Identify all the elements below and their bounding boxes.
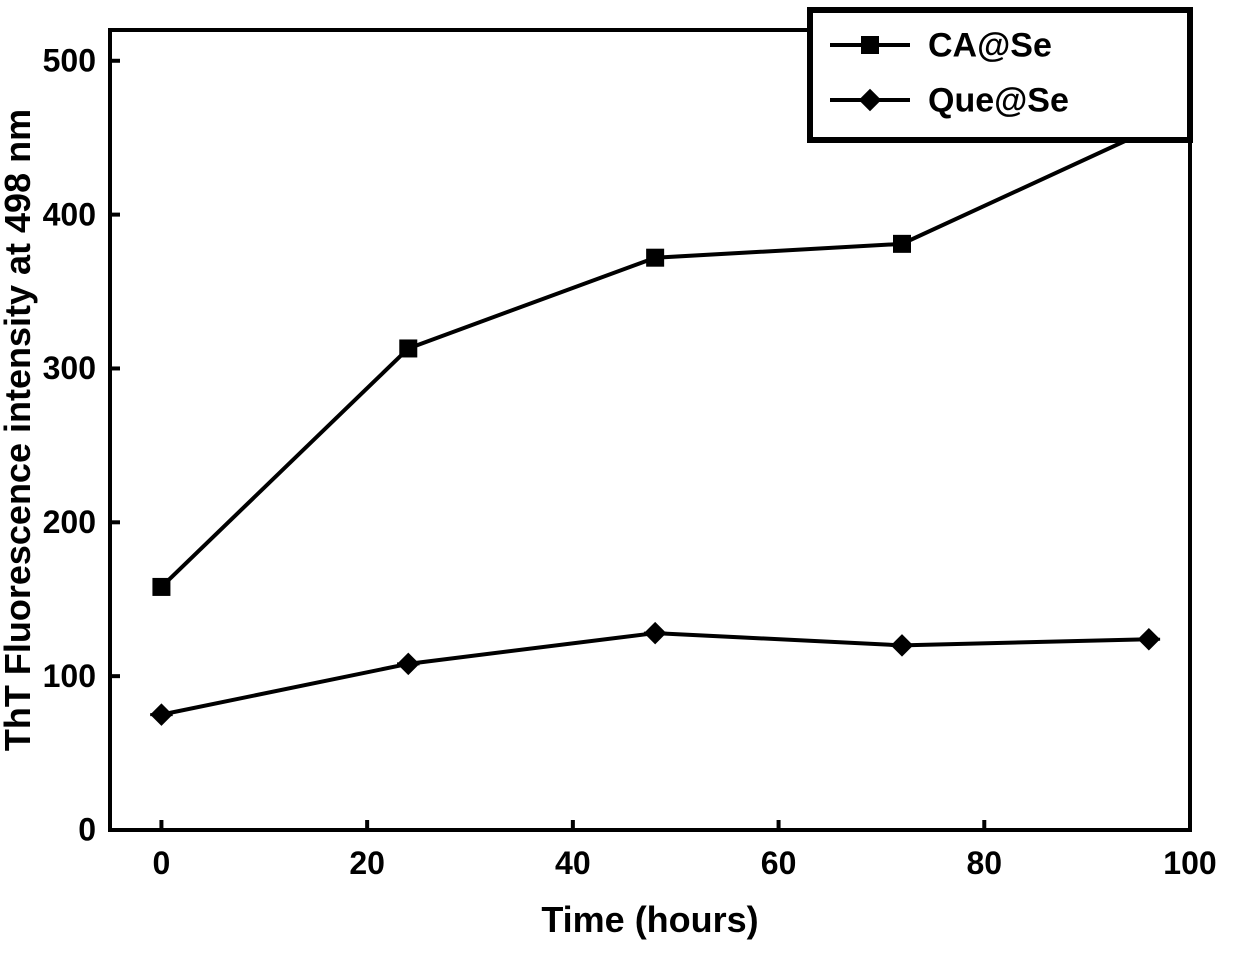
legend: CA@Se Que@Se xyxy=(810,10,1190,140)
x-tick-label: 80 xyxy=(966,845,1002,881)
marker-square xyxy=(893,235,911,253)
y-axis-label: ThT Fluorescence intensity at 498 nm xyxy=(0,109,38,751)
chart-svg: 0 20 40 60 80 100 0 100 200 300 400 500 Time (hours)… xyxy=(0,0,1235,973)
legend-label: Que@Se xyxy=(928,81,1069,119)
fluorescence-chart: 0 20 40 60 80 100 0 100 200 300 400 500 Time (hours)… xyxy=(0,0,1235,973)
x-tick-label: 0 xyxy=(153,845,171,881)
y-tick-label: 500 xyxy=(43,42,96,78)
y-tick-label: 200 xyxy=(43,504,96,540)
x-tick-label: 40 xyxy=(555,845,591,881)
marker-square xyxy=(399,339,417,357)
y-tick-label: 300 xyxy=(43,350,96,386)
x-tick-label: 20 xyxy=(349,845,385,881)
marker-square xyxy=(152,578,170,596)
marker-square xyxy=(861,36,879,54)
x-tick-label: 60 xyxy=(761,845,797,881)
x-tick-label: 100 xyxy=(1163,845,1216,881)
y-tick-label: 0 xyxy=(78,812,96,848)
y-tick-label: 400 xyxy=(43,196,96,232)
chart-background xyxy=(0,0,1235,973)
y-tick-label: 100 xyxy=(43,658,96,694)
legend-label: CA@Se xyxy=(928,26,1052,64)
x-axis-label: Time (hours) xyxy=(541,899,758,940)
marker-square xyxy=(646,249,664,267)
